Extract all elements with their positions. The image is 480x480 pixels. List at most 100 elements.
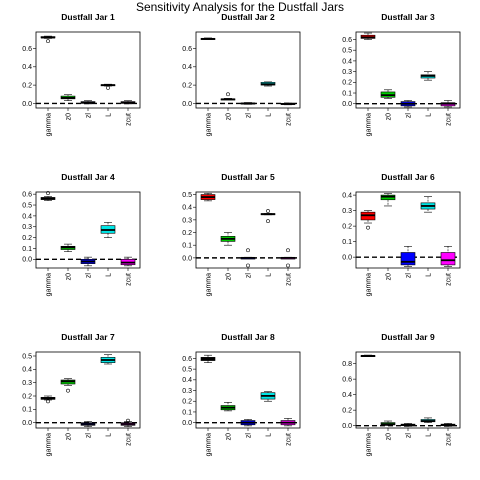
x-tick-label: gamma — [366, 433, 373, 456]
x-tick-label: L — [266, 113, 273, 117]
box-gamma — [360, 210, 376, 230]
y-tick-label: 0.3 — [342, 208, 352, 215]
y-tick-label: 0.6 — [22, 192, 32, 199]
y-tick-label: 0.5 — [182, 192, 192, 199]
box-z0 — [60, 378, 76, 393]
y-tick-label: 0.2 — [342, 408, 352, 415]
y-tick-label: 0.4 — [22, 64, 32, 71]
y-tick-label: 0.1 — [22, 407, 32, 414]
box-zcut — [120, 418, 136, 427]
y-tick-label: 0.1 — [22, 246, 32, 253]
x-tick-label: zcut — [126, 113, 133, 126]
y-tick-label: 0.3 — [182, 217, 192, 224]
box-zl — [80, 256, 96, 267]
y-tick-label: 0.0 — [182, 420, 192, 427]
y-tick-label: 0.1 — [342, 90, 352, 97]
y-tick-label: 0.3 — [182, 388, 192, 395]
x-tick-label: zcut — [286, 113, 293, 126]
box-zcut — [280, 418, 296, 427]
box-z0 — [380, 89, 396, 99]
x-tick-label: gamma — [46, 433, 53, 456]
y-tick-label: 0.2 — [22, 235, 32, 242]
box-zl — [80, 421, 96, 427]
box-z0 — [220, 232, 236, 246]
y-tick-label: 0.5 — [182, 367, 192, 374]
outlier-point — [366, 225, 370, 230]
x-tick-label: z0 — [66, 433, 73, 441]
box-zl — [80, 100, 96, 105]
plot-title: Dustfall Jar 9 — [381, 332, 435, 342]
x-tick-label: zl — [86, 273, 93, 279]
x-tick-label: zl — [246, 273, 253, 279]
x-tick-label: gamma — [206, 273, 213, 296]
box-L — [420, 417, 436, 423]
y-tick-label: 0.0 — [342, 423, 352, 430]
box-zl — [400, 423, 416, 427]
outlier-point — [66, 388, 70, 393]
x-tick-label: L — [106, 433, 113, 437]
box-gamma — [360, 354, 376, 357]
box-gamma — [40, 35, 56, 44]
x-tick-label: zcut — [446, 273, 453, 286]
y-tick-label: 0.0 — [342, 255, 352, 262]
x-tick-label: zl — [86, 113, 93, 119]
box-zcut — [440, 100, 456, 108]
outlier-point — [286, 263, 290, 268]
y-tick-label: 0.6 — [182, 46, 192, 53]
plot-title: Dustfall Jar 3 — [381, 12, 435, 22]
outlier-point — [286, 248, 290, 253]
box-L — [260, 391, 276, 402]
y-tick-label: 0.4 — [182, 64, 192, 71]
outlier-point — [246, 248, 250, 253]
y-tick-label: 0.0 — [342, 101, 352, 108]
outlier-point — [46, 191, 50, 195]
box-z0 — [220, 92, 236, 101]
box-L — [260, 81, 276, 87]
x-tick-label: z0 — [386, 433, 393, 441]
outlier-point — [246, 263, 250, 268]
x-tick-label: gamma — [366, 113, 373, 136]
plot-title: Dustfall Jar 1 — [61, 12, 115, 22]
x-tick-label: zl — [246, 433, 253, 439]
box-zl — [240, 102, 256, 105]
plot-panel-3: Dustfall Jar 3 0.0 0.1 0.2 0.3 0.4 0.5 0.6 gamma… — [342, 12, 461, 136]
y-tick-label: 0.0 — [182, 101, 192, 108]
y-tick-label: 0.4 — [342, 392, 352, 399]
plot-frame — [355, 351, 461, 429]
x-tick-label: z0 — [66, 113, 73, 121]
box-L — [100, 354, 116, 365]
y-tick-label: 0.0 — [22, 257, 32, 264]
box-L — [420, 71, 436, 81]
x-tick-label: z0 — [226, 273, 233, 281]
x-tick-label: zl — [406, 273, 413, 279]
x-tick-label: gamma — [206, 113, 213, 136]
box-L — [420, 196, 436, 213]
box-iqr — [400, 252, 416, 266]
plot-panel-8: Dustfall Jar 8 0.0 0.1 0.2 0.3 0.4 0.5 0.6 gamma… — [182, 332, 301, 456]
y-tick-label: 0.3 — [22, 224, 32, 231]
x-tick-label: zl — [406, 113, 413, 119]
x-tick-label: L — [266, 433, 273, 437]
plot-frame — [195, 191, 301, 269]
y-tick-label: 0.5 — [22, 202, 32, 209]
box-gamma — [40, 191, 56, 201]
y-tick-label: 0.2 — [182, 230, 192, 237]
x-tick-label: z0 — [66, 273, 73, 281]
x-tick-label: L — [426, 433, 433, 437]
outlier-point — [106, 85, 110, 90]
y-tick-label: 0.2 — [342, 80, 352, 87]
x-tick-label: L — [266, 273, 273, 277]
box-gamma — [360, 32, 376, 40]
plot-title: Dustfall Jar 5 — [221, 172, 275, 182]
box-gamma — [200, 192, 216, 202]
box-zcut — [120, 100, 136, 105]
plot-title: Dustfall Jar 7 — [61, 332, 115, 342]
box-gamma — [40, 395, 56, 404]
box-z0 — [60, 243, 76, 253]
y-tick-label: 0.5 — [342, 48, 352, 55]
y-tick-label: 0.1 — [182, 409, 192, 416]
